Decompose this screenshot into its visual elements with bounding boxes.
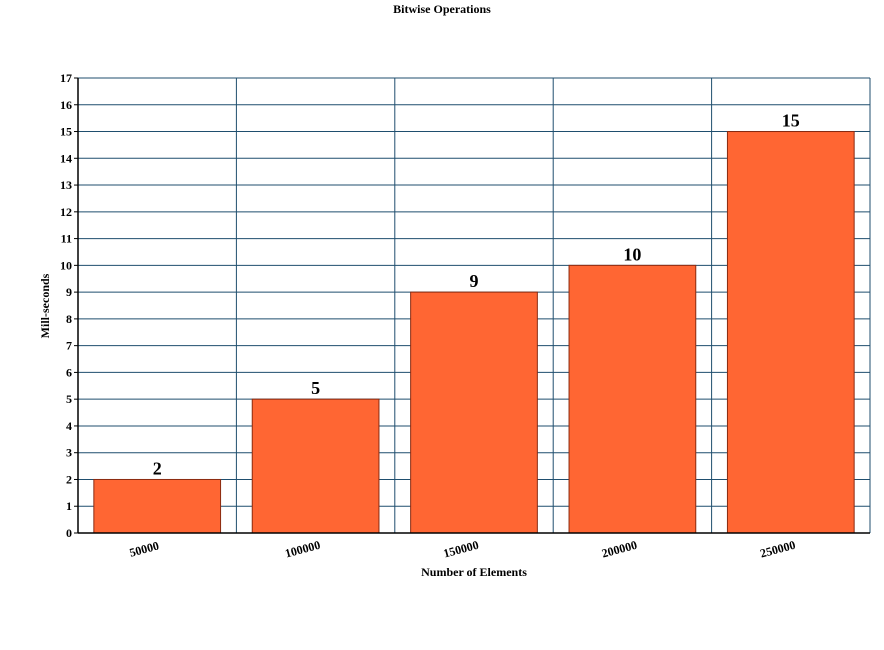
y-tick-label: 14: [60, 151, 72, 165]
bar: [410, 291, 538, 534]
y-tick-label: 10: [60, 258, 72, 272]
y-tick-label: 5: [66, 392, 72, 406]
value-label: 2: [153, 458, 162, 478]
y-tick-label: 9: [66, 285, 72, 299]
x-tick-label: 150000: [442, 538, 480, 561]
y-tick-label: 0: [66, 526, 72, 540]
y-tick-label: 4: [66, 419, 72, 433]
value-label: 15: [782, 111, 800, 131]
value-label-bg: [620, 245, 645, 264]
y-tick-label: 15: [60, 125, 72, 139]
x-tick-label: 200000: [600, 538, 638, 561]
y-axis-label: Mill-seconds: [38, 273, 52, 338]
bar: [568, 264, 697, 534]
y-tick-label: 2: [66, 472, 72, 486]
x-tick-label: 250000: [759, 538, 797, 561]
value-label-bg: [145, 459, 170, 478]
x-axis-label: Number of Elements: [421, 565, 527, 579]
value-label: 9: [470, 271, 479, 291]
y-tick-label: 1: [66, 499, 72, 513]
y-tick-label: 13: [60, 178, 72, 192]
value-label: 10: [623, 244, 641, 264]
value-label: 5: [311, 378, 320, 398]
y-tick-label: 8: [66, 312, 72, 326]
y-tick-label: 6: [66, 365, 72, 379]
value-label-bg: [303, 379, 328, 398]
value-label-bg: [462, 272, 486, 291]
y-tick-label: 3: [66, 446, 72, 460]
y-tick-label: 7: [66, 339, 72, 353]
bar: [93, 478, 222, 534]
bar: [726, 131, 855, 534]
x-tick-label: 100000: [283, 538, 321, 561]
value-label-bg: [778, 111, 803, 130]
x-tick-label: 50000: [128, 538, 161, 559]
bar: [251, 398, 380, 534]
y-tick-label: 17: [60, 71, 72, 85]
chart-title: Bitwise Operations: [393, 2, 491, 16]
y-tick-label: 16: [60, 98, 72, 112]
y-tick-label: 12: [60, 205, 72, 219]
y-tick-label: 11: [61, 232, 72, 246]
